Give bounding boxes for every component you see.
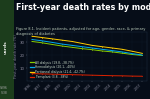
Text: usrds: usrds (4, 41, 8, 54)
Text: S396
S/38: S396 S/38 (0, 86, 8, 95)
Text: Figure 8.1. Incident patients, adjusted for age, gender, race, & primary
diagnos: Figure 8.1. Incident patients, adjusted … (16, 27, 146, 36)
Y-axis label: First-year death rate (%): First-year death rate (%) (14, 35, 18, 78)
Legend: All dialysis (19.8, -38.7%), Hemodialysis (20.1, -40%), Peritoneal dialysis (21.: All dialysis (19.8, -38.7%), Hemodialysi… (30, 60, 85, 79)
Text: First-year death rates by modality: First-year death rates by modality (16, 3, 150, 12)
